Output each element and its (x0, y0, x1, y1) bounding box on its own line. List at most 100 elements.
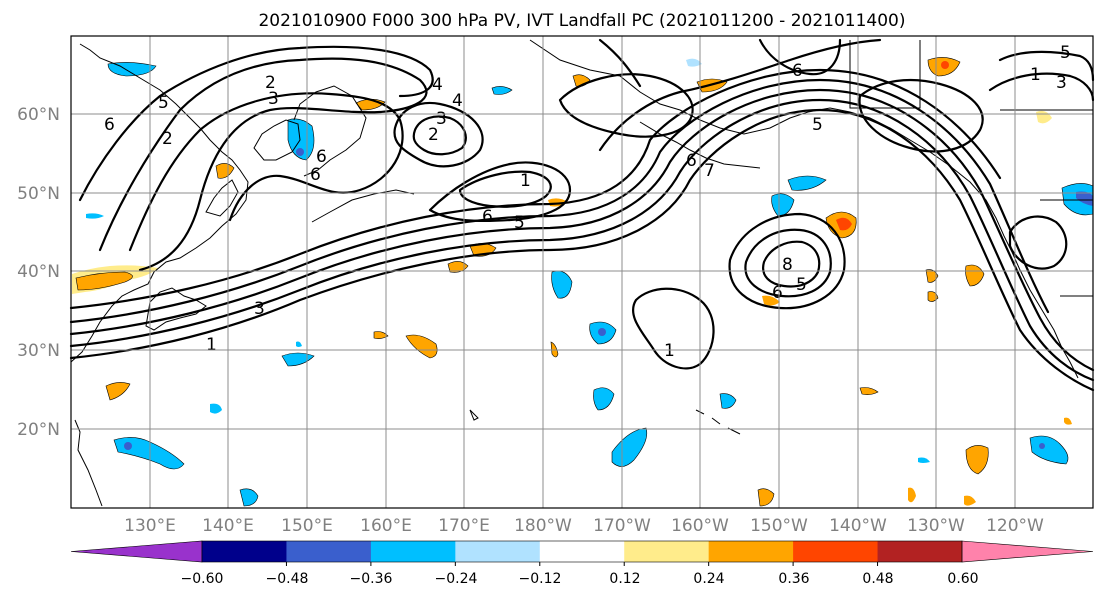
contour-label: 8 (782, 255, 793, 275)
lon-label: 130°E (124, 516, 176, 536)
pv-contour (758, 38, 842, 76)
colorbar-tick-label: −0.24 (435, 571, 478, 587)
ivt-positive-area (373, 331, 389, 339)
lon-label: 160°W (671, 516, 729, 536)
lat-label: 60°N (17, 105, 60, 125)
pv-contour (69, 98, 1095, 382)
ivt-positive-area (757, 488, 775, 507)
colorbar-tick-label: −0.48 (266, 571, 309, 587)
contour-label: 5 (514, 213, 525, 233)
ivt-negative-area (551, 270, 573, 299)
colorbar-cell (708, 541, 794, 562)
ivt-negative-core (1076, 191, 1093, 206)
pv-contour (632, 287, 715, 370)
ivt-negative-area (686, 58, 702, 67)
lon-label: 140°W (829, 516, 887, 536)
lon-label: 130°W (907, 516, 965, 536)
colorbar-tick-label: 0.24 (693, 571, 724, 587)
colorbar-cell (370, 541, 456, 562)
contour-label: 3 (436, 109, 447, 129)
ivt-positive-area (859, 387, 879, 395)
pv-contour (98, 57, 428, 272)
ivt-negative-area (719, 393, 737, 409)
contour-label: 2 (162, 129, 173, 149)
map-frame (70, 35, 1094, 509)
pv-contour (762, 240, 821, 288)
pv-contour (69, 78, 1050, 324)
colorbar-tick-label: −0.12 (519, 571, 562, 587)
contour-label: 6 (104, 115, 115, 135)
pv-contour (988, 72, 1095, 102)
colorbar-tick-label: 0.48 (862, 571, 893, 587)
ivt-negative-core (124, 442, 132, 450)
pv-contour (598, 38, 642, 88)
lon-label: 180°W (514, 516, 572, 536)
asia-coastline (70, 43, 249, 363)
pv-contour (78, 45, 434, 202)
pv-contour (412, 115, 467, 156)
contour-label: 6 (316, 147, 327, 167)
colorbar-cell (202, 541, 287, 562)
kamchatka-coast (253, 119, 301, 161)
pv-contour (728, 212, 846, 310)
ivt-positive-area (405, 334, 438, 359)
ivt-positive-area (965, 445, 989, 475)
colorbar-cell (877, 541, 963, 562)
pv-contour (458, 170, 552, 208)
ivt-negative-core (598, 328, 606, 336)
colorbar-tick-label: −0.36 (350, 571, 393, 587)
pv-contour (558, 73, 694, 138)
contour-label: 6 (686, 151, 697, 171)
lon-label: 160°E (360, 516, 412, 536)
ivt-negative-area (918, 457, 930, 463)
ivt-positive-area (965, 264, 985, 287)
lat-label: 40°N (17, 262, 60, 282)
ivt-negative-area (771, 193, 795, 217)
contour-label: 6 (310, 165, 321, 185)
ivt-positive-core (941, 61, 949, 69)
lon-label: 170°W (593, 516, 651, 536)
lon-label: 150°W (750, 516, 808, 536)
colorbar-cell (624, 541, 710, 562)
contour-label: 6 (792, 61, 803, 81)
map-background (71, 36, 1093, 508)
ivt-positive-area (447, 261, 469, 273)
contour-label: 4 (452, 91, 463, 111)
philippines-coast (74, 419, 103, 507)
colorbar: −0.60 −0.48 −0.36 −0.24 −0.12 0.12 0.24 … (70, 540, 1094, 587)
lon-labels: 130°E 140°E 150°E 160°E 170°E 180°W 170°… (124, 516, 1044, 536)
lon-label: 150°E (281, 516, 333, 536)
contour-label: 3 (268, 89, 279, 109)
contour-label: 5 (812, 115, 823, 135)
ivt-negative-area (210, 403, 222, 414)
colorbar-extend-min (70, 540, 203, 563)
pv-contour (428, 161, 572, 223)
ivt-negative-area (281, 352, 315, 367)
colorbar-ticks (285, 562, 879, 566)
island (469, 409, 479, 421)
colorbar-tick-label: 0.36 (778, 571, 809, 587)
contour-label: 1 (664, 341, 675, 361)
contour-label: 1 (206, 335, 217, 355)
contour-label: 5 (1060, 43, 1071, 63)
ivt-negative-area (787, 175, 827, 191)
colorbar-tick-labels: −0.60 −0.48 −0.36 −0.24 −0.12 0.12 0.24 … (181, 571, 979, 587)
map-title: 2021010900 F000 300 hPa PV, IVT Landfall… (258, 11, 905, 31)
lat-label: 30°N (17, 341, 60, 361)
ivt-positive-area (964, 495, 976, 506)
contour-label: 2 (265, 73, 276, 93)
pv-contour (393, 101, 484, 168)
pv-contour (858, 78, 984, 153)
ivt-positive-area (215, 163, 235, 179)
colorbar-outline (201, 540, 963, 563)
pv-contour (128, 92, 404, 252)
contour-label: 1 (520, 171, 531, 191)
ivt-negative-area (86, 213, 104, 219)
pv-contour (744, 228, 832, 298)
contour-label: 5 (796, 275, 807, 295)
lat-labels: 60°N 50°N 40°N 30°N 20°N (17, 105, 60, 440)
ivt-positive-area (925, 269, 939, 283)
ivt-positive-area (75, 271, 133, 291)
colorbar-extend-max (961, 540, 1094, 563)
